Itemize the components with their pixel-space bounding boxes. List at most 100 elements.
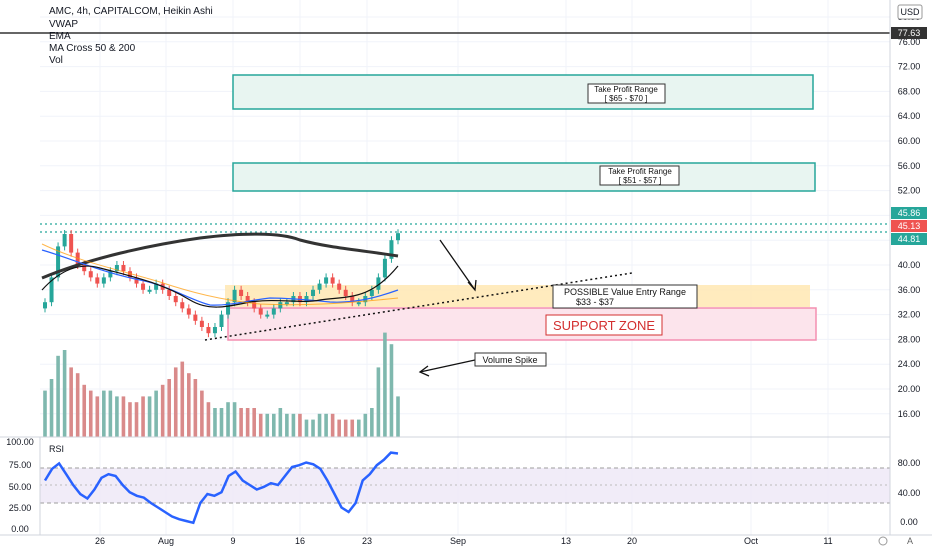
rsi-left-tick: 25.00	[9, 503, 32, 513]
annotation-support: SUPPORT ZONE	[545, 314, 663, 336]
volume-bar	[271, 413, 276, 437]
volume-bar	[239, 408, 243, 437]
entry-line1: POSSIBLE Value Entry Range	[564, 287, 686, 297]
candle	[147, 289, 152, 292]
annotation-entry: POSSIBLE Value Entry Range $33 - $37	[552, 284, 698, 309]
price-tick: 68.00	[898, 86, 921, 96]
tp1-line2: [ $51 - $57 ]	[619, 176, 662, 185]
candle	[180, 302, 185, 309]
support-zone	[227, 307, 817, 341]
candle	[239, 289, 244, 296]
badge-lower: 44.81	[891, 233, 927, 245]
volume-bar	[62, 350, 67, 437]
volume-bar	[311, 419, 315, 437]
badge-upper: 45.86	[891, 207, 927, 219]
candle	[193, 314, 198, 321]
candle	[271, 308, 276, 315]
candle	[43, 302, 47, 309]
annotation-tp2: Take Profit Range [ $65 - $70 ]	[587, 83, 666, 104]
legend-title: AMC, 4h, CAPITALCOM, Heikin Ashi	[49, 6, 213, 17]
time-label: 16	[295, 536, 305, 546]
volume-bar	[88, 390, 93, 437]
candle	[396, 233, 400, 241]
currency-label: USD	[900, 7, 920, 17]
volume-bar	[200, 390, 204, 437]
annotation-tp1: Take Profit Range [ $51 - $57 ]	[599, 165, 680, 186]
candle	[127, 271, 132, 278]
candle	[75, 252, 80, 265]
candle	[252, 302, 257, 309]
volume-bar	[389, 344, 394, 437]
volume-bar	[49, 379, 54, 437]
candle	[199, 320, 204, 327]
candle	[206, 327, 211, 334]
candle	[232, 289, 237, 303]
support-text: SUPPORT ZONE	[553, 318, 655, 333]
rsi-left-axis: 100.00 75.00 50.00 25.00 0.00	[6, 437, 34, 534]
volume-bar	[356, 419, 361, 437]
candle	[101, 277, 106, 284]
legend-ma-cross: MA Cross 50 & 200	[49, 43, 136, 54]
time-label: Oct	[744, 536, 759, 546]
price-tick: 40.00	[898, 260, 921, 270]
time-axis: 26 Aug 9 16 23 Sep 13 20 Oct 11	[95, 536, 833, 546]
rsi-right-tick: 80.00	[898, 458, 921, 468]
rsi-left-tick: 0.00	[11, 524, 29, 534]
candle	[173, 296, 178, 303]
volume-bar	[180, 361, 185, 437]
price-tick: 28.00	[898, 334, 921, 344]
candle	[154, 283, 159, 290]
volume-bar	[330, 413, 335, 437]
candle	[369, 289, 374, 296]
volume-bar	[56, 355, 60, 437]
candle	[317, 283, 322, 290]
candle	[49, 277, 54, 303]
candle	[356, 302, 361, 305]
volume-bar	[219, 408, 224, 437]
badge-upper-text: 45.86	[898, 208, 921, 218]
candle	[62, 234, 67, 247]
volume-bar	[160, 384, 165, 437]
rsi-left-tick: 100.00	[6, 437, 34, 447]
arrow-entry-line	[439, 239, 476, 291]
candle	[311, 289, 316, 296]
price-tick: 20.00	[898, 384, 921, 394]
candle	[382, 258, 387, 278]
candle	[350, 296, 355, 303]
candle	[88, 271, 93, 278]
arrow-entry-head	[467, 279, 477, 292]
price-tick: 24.00	[898, 359, 921, 369]
volume-bar	[69, 367, 73, 437]
time-label: 23	[362, 536, 372, 546]
volume-bar	[343, 419, 348, 437]
candle	[265, 314, 270, 317]
take-profit-zone-upper	[232, 74, 814, 110]
settings-gear[interactable]	[878, 536, 888, 546]
volume-bar	[350, 419, 355, 437]
volume-bar	[43, 390, 47, 437]
volume-bar	[134, 402, 139, 437]
ema-line	[41, 249, 399, 306]
rsi-right-tick: 0.00	[900, 517, 918, 527]
legend: AMC, 4h, CAPITALCOM, Heikin Ashi VWAP EM…	[49, 6, 213, 66]
price-tick: 52.00	[898, 186, 921, 196]
rsi-line	[43, 451, 399, 525]
badge-lower-text: 44.81	[898, 234, 921, 244]
volume-bar	[258, 413, 263, 437]
volume-bar	[383, 332, 387, 437]
candle	[258, 308, 263, 315]
legend-ema: EMA	[49, 31, 71, 42]
volume-bar	[265, 413, 270, 437]
volume-bar	[298, 413, 302, 437]
badge-line: 77.63	[891, 27, 927, 39]
badge-last: 45.13	[891, 220, 927, 232]
currency-box[interactable]: USD	[897, 4, 923, 20]
volume-bar	[317, 413, 322, 437]
price-tick: 76.00	[898, 37, 921, 47]
volume-bars	[43, 332, 400, 437]
price-tick: 56.00	[898, 161, 921, 171]
volume-bar	[370, 408, 374, 437]
auto-scale-icon[interactable]: A	[907, 536, 913, 546]
candle	[304, 296, 309, 303]
